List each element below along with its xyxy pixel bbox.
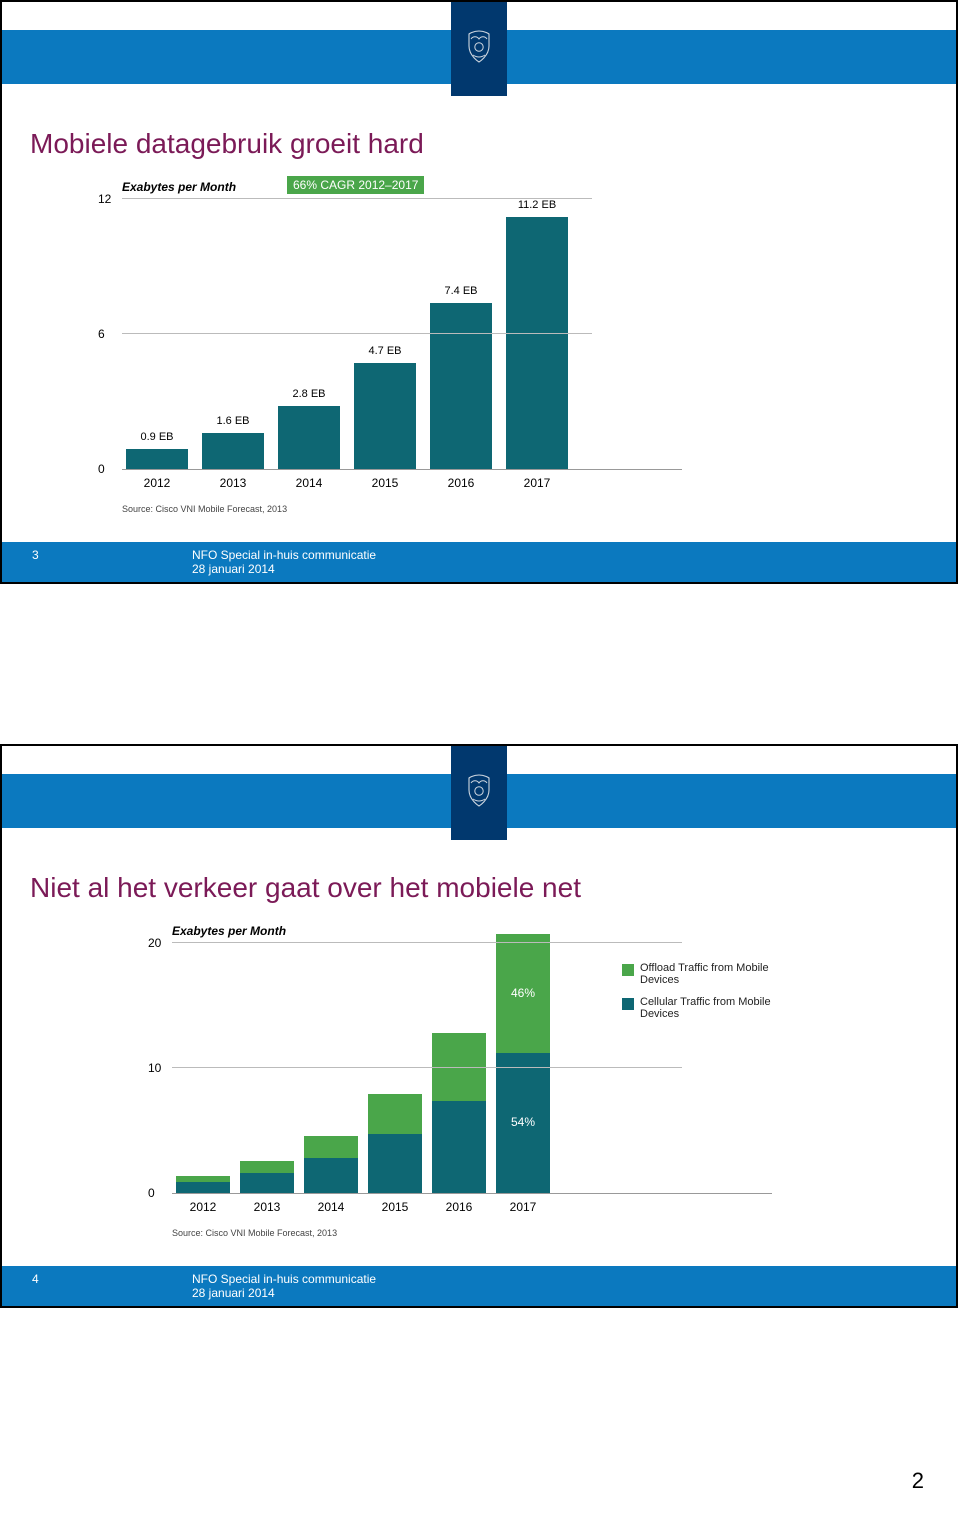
slide-title: Niet al het verkeer gaat over het mobiel… (2, 836, 956, 924)
y-tick-label: 6 (98, 327, 105, 341)
bars-row-2: 46% 54% (172, 934, 682, 1193)
bar (202, 433, 264, 469)
footer-text: NFO Special in-huis communicatie 28 janu… (192, 1272, 376, 1300)
x-tick-label: 2016 (432, 1200, 486, 1214)
bar (126, 449, 188, 469)
gov-logo (451, 2, 507, 96)
source-note-2: Source: Cisco VNI Mobile Forecast, 2013 (172, 1228, 956, 1238)
x-axis-labels-1: 2012 2013 2014 2015 2016 2017 (122, 470, 682, 490)
footer-text: NFO Special in-huis communicatie 28 janu… (192, 548, 376, 576)
chart-1-container: Exabytes per Month 66% CAGR 2012–2017 0.… (2, 180, 956, 542)
bar-value-label: 4.7 EB (354, 345, 416, 357)
bar-group: 0.9 EB (126, 449, 188, 469)
bar-pct-label-offload: 46% (496, 986, 550, 1000)
slide-footer-2: 4 NFO Special in-huis communicatie 28 ja… (2, 1266, 956, 1306)
bar-group: 7.4 EB (430, 303, 492, 470)
bar-value-label: 11.2 EB (506, 199, 568, 211)
bar-value-label: 1.6 EB (202, 415, 264, 427)
slide-header (2, 746, 956, 836)
y-tick-label: 0 (148, 1186, 155, 1200)
source-note-1: Source: Cisco VNI Mobile Forecast, 2013 (122, 504, 956, 514)
gov-logo (451, 746, 507, 840)
x-tick-label: 2013 (240, 1200, 294, 1214)
y-tick-label: 12 (98, 192, 111, 206)
x-tick-label: 2012 (126, 476, 188, 490)
bar (354, 363, 416, 469)
bar-cellular (176, 1182, 230, 1193)
slide-2: Niet al het verkeer gaat over het mobiel… (0, 744, 958, 1308)
bar-cellular (432, 1101, 486, 1194)
y-tick-label: 10 (148, 1061, 161, 1075)
x-tick-label: 2012 (176, 1200, 230, 1214)
bar-pct-label-cellular: 54% (496, 1115, 550, 1129)
bar-cellular (368, 1134, 422, 1193)
gridline (172, 1067, 682, 1068)
document-page-number: 2 (0, 1468, 960, 1514)
bar-value-label: 7.4 EB (430, 285, 492, 297)
bar-group: 11.2 EB (506, 217, 568, 469)
bar-cellular (240, 1173, 294, 1193)
x-tick-label: 2015 (368, 1200, 422, 1214)
x-tick-label: 2017 (496, 1200, 550, 1214)
plot-area-2: Offload Traffic from Mobile DevicesCellu… (172, 944, 772, 1194)
bar-group: 2.8 EB (278, 406, 340, 469)
bar-group: 46% 54% (496, 934, 550, 1193)
x-tick-label: 2015 (354, 476, 416, 490)
footer-line-2: 28 januari 2014 (192, 562, 376, 576)
coat-of-arms-icon (459, 769, 499, 817)
footer-line-1: NFO Special in-huis communicatie (192, 1272, 376, 1286)
bar-group (176, 1176, 230, 1194)
bar-group: 4.7 EB (354, 363, 416, 469)
slide-1: Mobiele datagebruik groeit hard Exabytes… (0, 0, 958, 584)
bar (506, 217, 568, 469)
bar-value-label: 2.8 EB (278, 388, 340, 400)
bar-offload (304, 1136, 358, 1159)
bar (430, 303, 492, 470)
bar-group (432, 1033, 486, 1193)
y-tick-label: 0 (98, 462, 105, 476)
bar-group (240, 1161, 294, 1194)
gridline (172, 942, 682, 943)
x-axis-labels-2: 2012 2013 2014 2015 2016 2017 (172, 1194, 772, 1214)
cagr-badge: 66% CAGR 2012–2017 (287, 176, 424, 194)
slide-title: Mobiele datagebruik groeit hard (2, 92, 956, 180)
bar-group (304, 1136, 358, 1194)
chart-2-container: Exabytes per Month Offload Traffic from … (2, 924, 956, 1266)
gridline (122, 333, 592, 334)
x-tick-label: 2013 (202, 476, 264, 490)
footer-line-2: 28 januari 2014 (192, 1286, 376, 1300)
x-tick-label: 2017 (506, 476, 568, 490)
bar-value-label: 0.9 EB (126, 431, 188, 443)
footer-page-num: 3 (32, 548, 52, 562)
bars-row-1: 0.9 EB1.6 EB2.8 EB4.7 EB7.4 EB11.2 EB (122, 217, 592, 469)
bar-offload (240, 1161, 294, 1174)
gridline (122, 198, 592, 199)
footer-page-num: 4 (32, 1272, 52, 1286)
bar-group: 1.6 EB (202, 433, 264, 469)
y-tick-label: 20 (148, 936, 161, 950)
plot-area-1: 0.9 EB1.6 EB2.8 EB4.7 EB7.4 EB11.2 EB 06… (122, 200, 682, 470)
x-tick-label: 2014 (304, 1200, 358, 1214)
coat-of-arms-icon (459, 25, 499, 73)
bar-offload: 46% (496, 934, 550, 1053)
x-tick-label: 2014 (278, 476, 340, 490)
slide-footer-1: 3 NFO Special in-huis communicatie 28 ja… (2, 542, 956, 582)
footer-line-1: NFO Special in-huis communicatie (192, 548, 376, 562)
y-axis-label: Exabytes per Month (122, 180, 956, 194)
bar (278, 406, 340, 469)
bar-group (368, 1094, 422, 1193)
slide-header (2, 2, 956, 92)
bar-cellular: 54% (496, 1053, 550, 1193)
x-tick-label: 2016 (430, 476, 492, 490)
bar-offload (368, 1094, 422, 1134)
bar-cellular (304, 1158, 358, 1193)
